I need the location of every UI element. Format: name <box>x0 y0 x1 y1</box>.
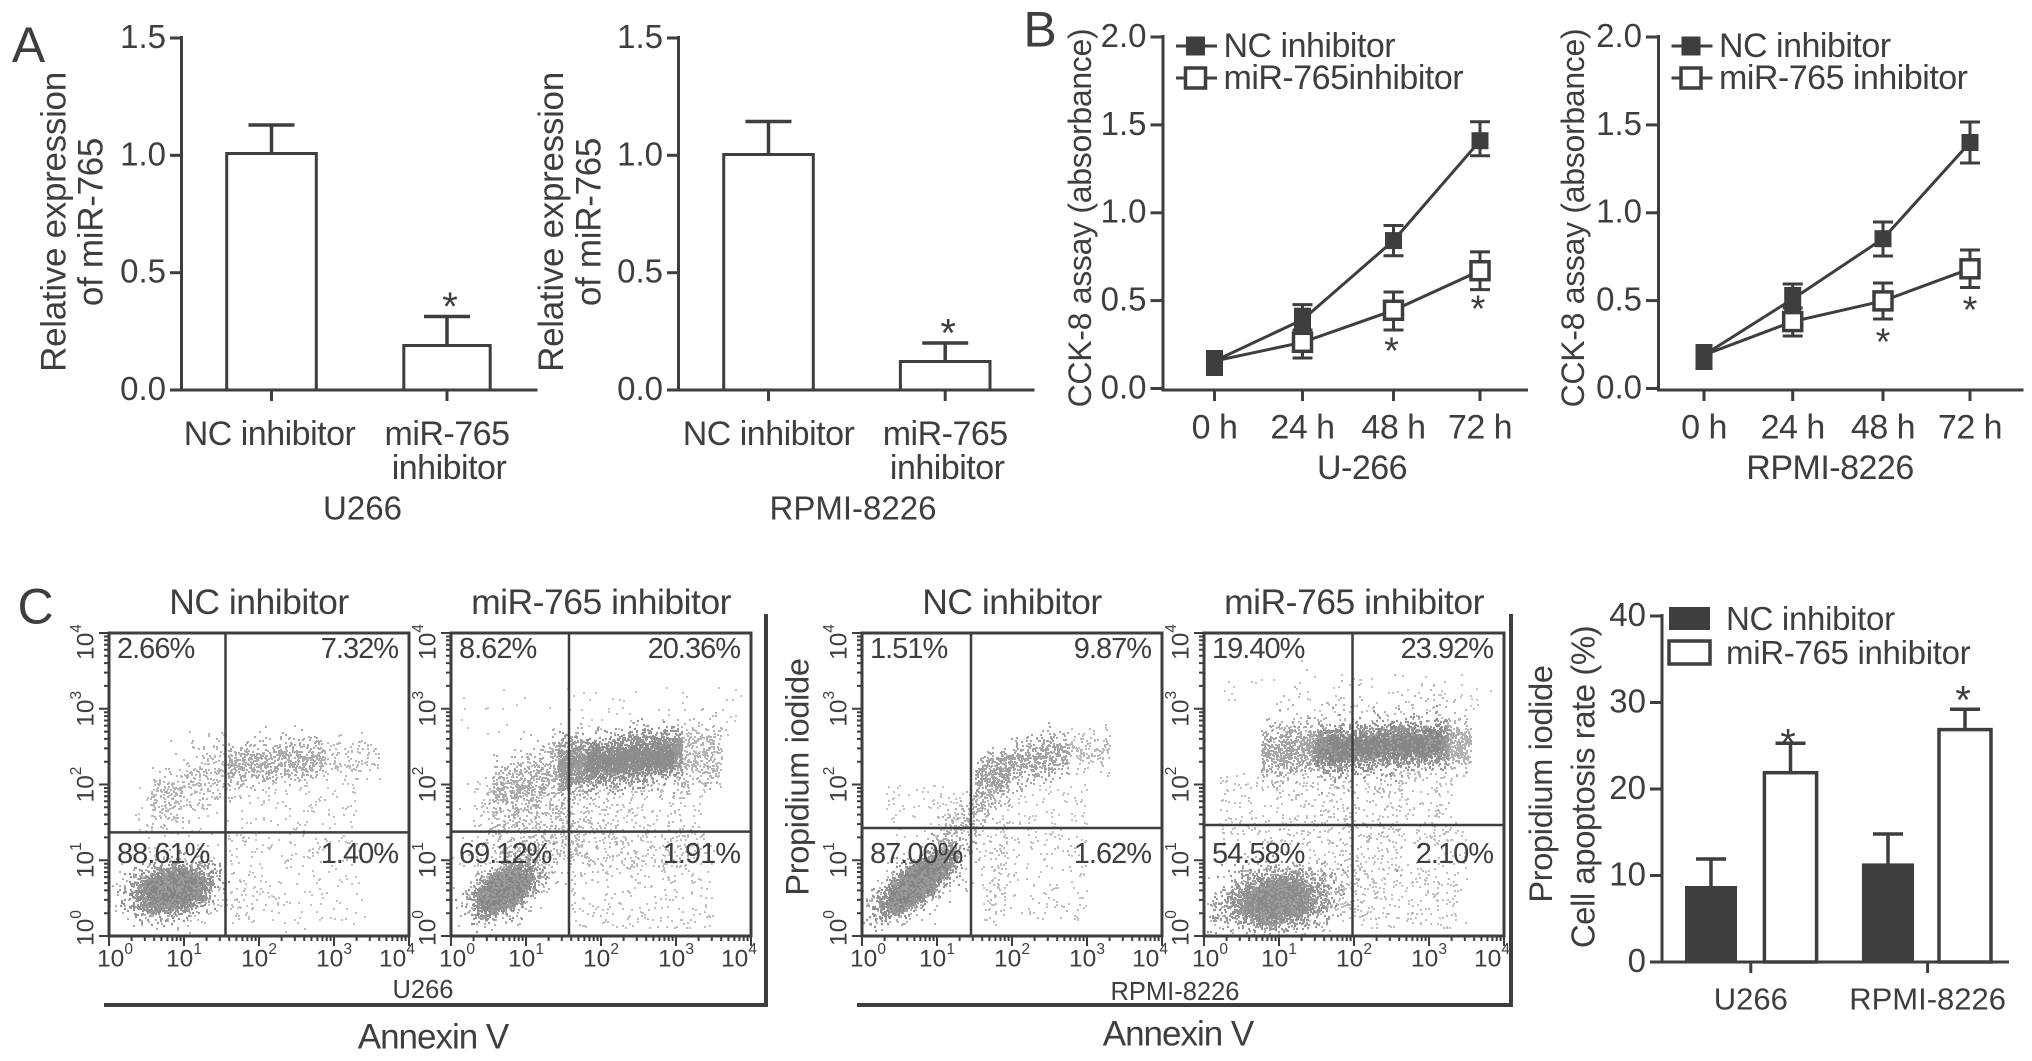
svg-text:7.32%: 7.32% <box>321 633 398 665</box>
svg-text:NC inhibitor: NC inhibitor <box>922 582 1102 622</box>
svg-text:of miR-765: of miR-765 <box>570 138 609 306</box>
svg-text:*: * <box>1471 289 1486 331</box>
svg-text:10: 10 <box>1609 856 1646 893</box>
svg-text:20: 20 <box>1609 769 1646 806</box>
svg-text:72 h: 72 h <box>1448 409 1512 447</box>
svg-text:23.92%: 23.92% <box>1401 633 1494 665</box>
svg-text:24 h: 24 h <box>1761 409 1825 447</box>
svg-text:U266: U266 <box>393 976 454 1004</box>
svg-text:B: B <box>1023 2 1056 58</box>
svg-text:RPMI-8226: RPMI-8226 <box>1746 449 1913 487</box>
svg-text:inhibitor: inhibitor <box>392 449 507 487</box>
svg-text:NC inhibitor: NC inhibitor <box>1224 27 1396 65</box>
svg-text:*: * <box>1955 679 1971 723</box>
svg-text:Annexin V: Annexin V <box>1103 1015 1255 1054</box>
svg-text:1.62%: 1.62% <box>1074 838 1151 870</box>
svg-text:40: 40 <box>1609 596 1646 633</box>
svg-text:69.12%: 69.12% <box>459 838 552 870</box>
svg-text:RPMI-8226: RPMI-8226 <box>1111 978 1240 1006</box>
svg-text:54.58%: 54.58% <box>1212 838 1305 870</box>
svg-text:1.5: 1.5 <box>120 18 166 55</box>
svg-text:1.0: 1.0 <box>617 135 663 172</box>
svg-text:48 h: 48 h <box>1851 409 1915 447</box>
svg-text:2.10%: 2.10% <box>1416 838 1493 870</box>
svg-text:*: * <box>1876 322 1891 364</box>
svg-text:30: 30 <box>1609 683 1646 720</box>
svg-text:miR-765 inhibitor: miR-765 inhibitor <box>471 582 732 622</box>
svg-text:NC inhibitor: NC inhibitor <box>683 415 855 453</box>
svg-text:*: * <box>442 285 458 329</box>
svg-text:inhibitor: inhibitor <box>890 449 1005 487</box>
svg-text:NC inhibitor: NC inhibitor <box>184 415 356 453</box>
svg-text:1.0: 1.0 <box>1101 193 1147 230</box>
svg-text:U266: U266 <box>1714 982 1788 1017</box>
svg-text:72 h: 72 h <box>1938 409 2002 447</box>
svg-text:Relative expression: Relative expression <box>35 72 74 372</box>
svg-text:Relative expression: Relative expression <box>532 72 571 372</box>
svg-text:1.0: 1.0 <box>1596 193 1642 230</box>
svg-text:RPMI-8226: RPMI-8226 <box>1849 982 2006 1017</box>
svg-text:Propidium iodide: Propidium iodide <box>780 658 816 895</box>
svg-text:NC inhibitor: NC inhibitor <box>1726 600 1895 637</box>
svg-text:0: 0 <box>1628 942 1646 979</box>
svg-text:24 h: 24 h <box>1270 409 1334 447</box>
svg-text:0 h: 0 h <box>1192 409 1238 447</box>
svg-text:miR-765: miR-765 <box>385 415 510 453</box>
svg-text:*: * <box>940 312 956 356</box>
svg-text:CCK-8 assay (absorbance): CCK-8 assay (absorbance) <box>1555 29 1591 408</box>
svg-text:U266: U266 <box>323 490 402 527</box>
svg-text:0.5: 0.5 <box>1101 281 1147 318</box>
svg-text:1.91%: 1.91% <box>663 838 740 870</box>
svg-text:NC inhibitor: NC inhibitor <box>1719 27 1891 65</box>
svg-text:miR-765 inhibitor: miR-765 inhibitor <box>1719 59 1968 97</box>
svg-text:1.5: 1.5 <box>1101 105 1147 142</box>
svg-text:RPMI-8226: RPMI-8226 <box>770 490 937 527</box>
svg-text:103: 103 <box>658 941 694 973</box>
svg-text:Propidium iodide: Propidium iodide <box>1523 665 1559 902</box>
svg-text:20.36%: 20.36% <box>648 633 741 665</box>
svg-text:miR-765 inhibitor: miR-765 inhibitor <box>1224 582 1485 622</box>
svg-text:100: 100 <box>97 941 133 973</box>
svg-text:1.5: 1.5 <box>617 18 663 55</box>
svg-text:1.5: 1.5 <box>1596 105 1642 142</box>
svg-text:0.5: 0.5 <box>120 253 166 290</box>
svg-text:of miR-765: of miR-765 <box>72 138 111 306</box>
svg-text:2.0: 2.0 <box>1596 17 1642 54</box>
svg-text:1.0: 1.0 <box>120 135 166 172</box>
svg-text:C: C <box>17 579 53 635</box>
svg-text:48 h: 48 h <box>1361 409 1425 447</box>
svg-text:87.00%: 87.00% <box>870 838 963 870</box>
svg-text:miR-765: miR-765 <box>883 415 1008 453</box>
svg-text:A: A <box>12 17 46 73</box>
svg-text:*: * <box>1963 290 1978 332</box>
svg-text:0.0: 0.0 <box>120 370 166 407</box>
svg-text:2.0: 2.0 <box>1101 17 1147 54</box>
svg-text:*: * <box>1780 722 1796 766</box>
svg-text:miR-765 inhibitor: miR-765 inhibitor <box>1726 634 1971 671</box>
svg-text:102: 102 <box>583 941 619 973</box>
svg-text:88.61%: 88.61% <box>117 838 210 870</box>
svg-text:0.0: 0.0 <box>617 370 663 407</box>
svg-text:9.87%: 9.87% <box>1074 633 1151 665</box>
svg-text:Cell apoptosis rate (%): Cell apoptosis rate (%) <box>1565 626 1602 948</box>
svg-text:0.5: 0.5 <box>1596 281 1642 318</box>
svg-text:U-266: U-266 <box>1317 449 1407 487</box>
svg-text:CCK-8 assay (absorbance): CCK-8 assay (absorbance) <box>1062 29 1098 408</box>
svg-text:19.40%: 19.40% <box>1212 633 1305 665</box>
svg-text:1.40%: 1.40% <box>321 838 398 870</box>
svg-text:*: * <box>1384 331 1399 373</box>
svg-text:2.66%: 2.66% <box>117 633 194 665</box>
svg-text:Annexin V: Annexin V <box>358 1018 510 1057</box>
svg-text:1.51%: 1.51% <box>870 633 947 665</box>
svg-text:0.5: 0.5 <box>617 253 663 290</box>
svg-text:0.0: 0.0 <box>1101 369 1147 406</box>
svg-text:NC inhibitor: NC inhibitor <box>169 582 349 622</box>
svg-text:8.62%: 8.62% <box>459 633 536 665</box>
svg-text:miR-765inhibitor: miR-765inhibitor <box>1224 59 1464 97</box>
svg-text:0 h: 0 h <box>1681 409 1727 447</box>
svg-text:0.0: 0.0 <box>1596 369 1642 406</box>
svg-text:101: 101 <box>919 941 955 973</box>
